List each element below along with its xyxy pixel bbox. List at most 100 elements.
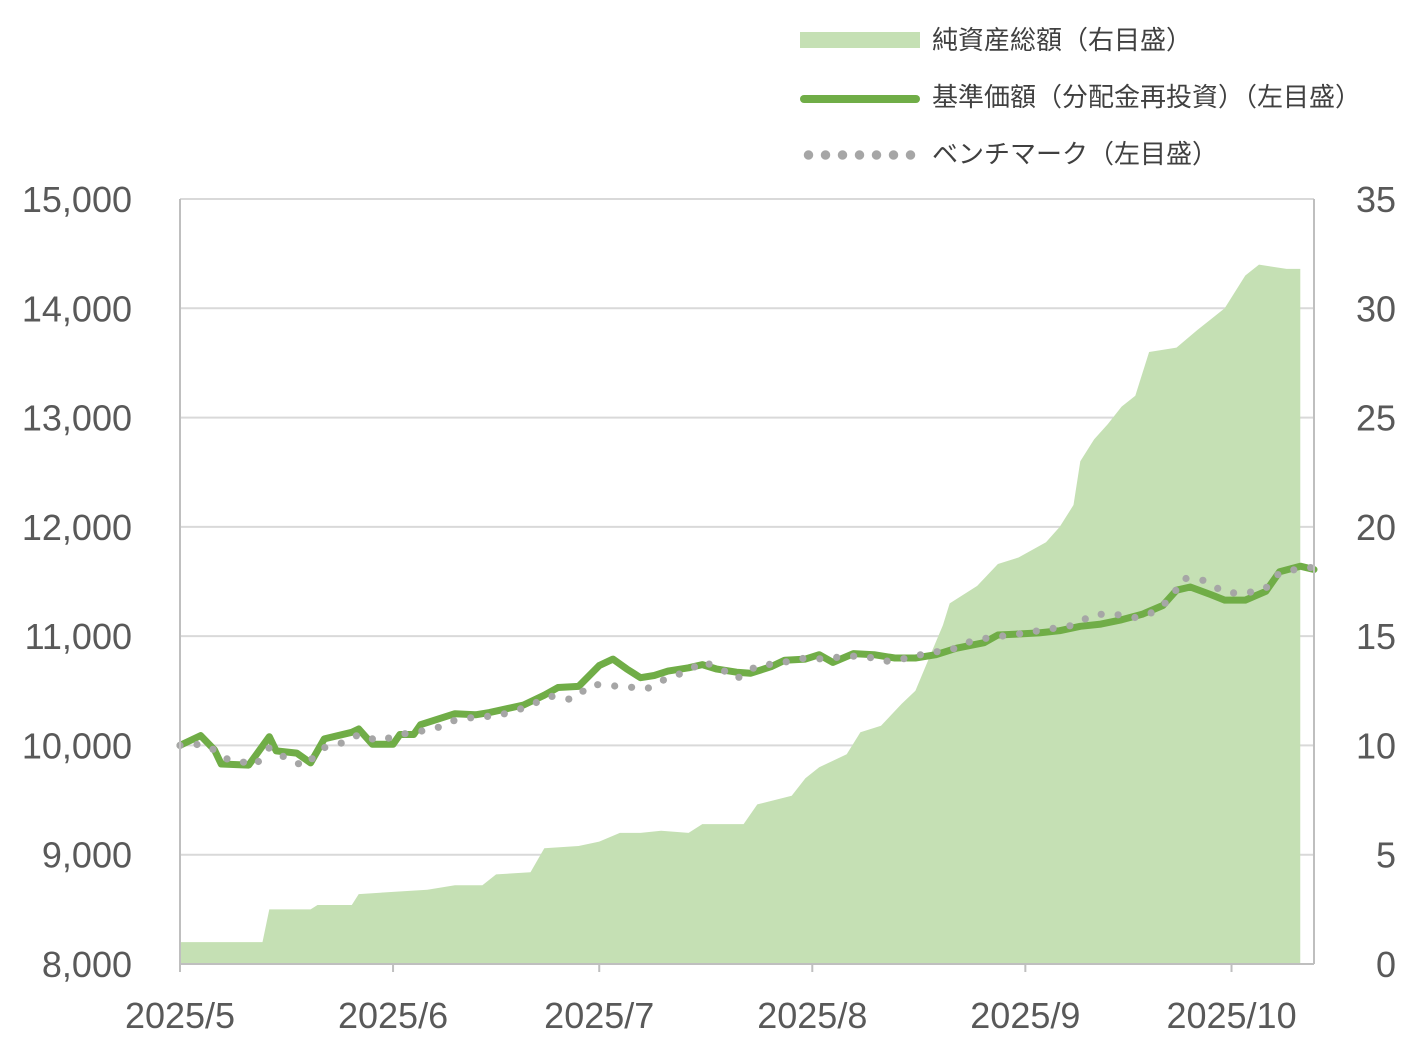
benchmark-dot (1263, 583, 1271, 591)
right-tick-label: 35 (1356, 179, 1396, 220)
benchmark-dot (749, 664, 757, 672)
x-tick-label: 2025/8 (757, 995, 867, 1036)
benchmark-dot (1290, 566, 1298, 574)
benchmark-dot (900, 655, 908, 663)
net-assets-swatch-icon (800, 31, 920, 48)
plot-frame (179, 199, 1315, 965)
benchmark-dot (850, 652, 858, 660)
right-tick-label: 15 (1356, 616, 1396, 657)
right-tick-label: 25 (1356, 398, 1396, 439)
benchmark-dot (1131, 613, 1139, 622)
right-tick-label: 0 (1376, 944, 1396, 985)
benchmark-dot (254, 757, 262, 766)
benchmark-dot (1016, 630, 1024, 638)
left-tick-label: 12,000 (22, 507, 132, 548)
legend-label-benchmark: ベンチマーク（左目盛） (932, 140, 1219, 170)
benchmark-dot (548, 692, 556, 701)
x-axis: 2025/5 2025/6 2025/7 2025/8 2025/9 2025/10 (125, 964, 1297, 1036)
benchmark-dot (1081, 615, 1089, 623)
net-assets-area (180, 264, 1301, 965)
benchmark-dot (721, 667, 729, 675)
benchmark-dot (765, 660, 774, 669)
benchmark-dot (735, 673, 743, 681)
x-tick-label: 2025/10 (1166, 995, 1296, 1036)
benchmark-dot (999, 632, 1007, 640)
benchmark-dot (594, 681, 602, 689)
benchmark-dot (1172, 586, 1180, 595)
benchmark-dot (434, 723, 442, 731)
benchmark-dot (1161, 599, 1169, 607)
x-tick-label: 2025/9 (970, 995, 1080, 1036)
benchmark-dot (611, 682, 619, 690)
benchmark-dot (337, 739, 345, 747)
benchmark-dot (209, 745, 217, 753)
net-assets-area-layer (180, 264, 1301, 965)
x-tick-label: 2025/7 (544, 995, 654, 1036)
benchmark-dot (933, 648, 941, 656)
benchmark-dot (866, 654, 875, 662)
benchmark-dot (1307, 564, 1315, 572)
benchmark-dot (579, 687, 587, 695)
benchmark-dot (1230, 589, 1238, 597)
benchmark-dot (1066, 622, 1074, 630)
benchmark-dots-swatch-icon (800, 150, 920, 160)
benchmark-dot (916, 651, 925, 659)
benchmark-dot (799, 654, 807, 663)
right-axis: 0 5 10 15 20 25 30 35 (1356, 179, 1396, 985)
benchmark-dot (690, 663, 699, 671)
benchmark-dot (1114, 611, 1122, 619)
x-tick-label: 2025/6 (338, 995, 448, 1036)
benchmark-dot (705, 660, 713, 668)
benchmark-dots-layer (176, 564, 1315, 768)
legend-item-net-assets: 純資産総額（右目盛） (800, 10, 1361, 67)
benchmark-dot (223, 755, 231, 763)
benchmark-dot (385, 734, 393, 742)
benchmark-dot (628, 683, 636, 691)
benchmark-dot (532, 698, 540, 707)
legend-item-benchmark: ベンチマーク（左目盛） (800, 124, 1361, 181)
benchmark-dot (517, 705, 525, 713)
benchmark-dot (294, 760, 303, 768)
benchmark-dot (321, 743, 329, 752)
benchmark-dot (1032, 627, 1040, 635)
benchmark-dot (239, 758, 248, 766)
benchmark-dot (950, 645, 958, 653)
left-tick-label: 10,000 (22, 725, 132, 766)
left-tick-label: 15,000 (22, 179, 132, 220)
benchmark-dot (308, 755, 316, 763)
legend-label-price: 基準価額（分配金再投資）（左目盛） (932, 83, 1362, 113)
benchmark-dot (500, 710, 508, 718)
benchmark-dot (1246, 588, 1255, 596)
left-tick-label: 14,000 (22, 288, 132, 329)
benchmark-dot (965, 638, 973, 646)
benchmark-dot (279, 752, 287, 761)
left-tick-label: 13,000 (22, 398, 132, 439)
benchmark-dot (1274, 571, 1282, 579)
benchmark-dot (484, 712, 492, 721)
benchmark-dot (782, 658, 790, 666)
left-tick-label: 11,000 (25, 616, 132, 657)
benchmark-dot (352, 732, 360, 740)
benchmark-dot (1182, 574, 1190, 583)
right-tick-label: 20 (1356, 507, 1396, 548)
benchmark-dot (644, 684, 653, 692)
benchmark-dot (1199, 576, 1207, 584)
benchmark-dot (401, 730, 409, 738)
benchmark-dot (1147, 609, 1155, 617)
left-tick-label: 9,000 (42, 835, 132, 876)
benchmark-dot (883, 657, 891, 665)
benchmark-dot (265, 744, 273, 752)
left-axis: 8,000 9,000 10,000 11,000 12,000 13,000 14,000… (22, 179, 132, 985)
benchmark-dot (1049, 624, 1057, 633)
benchmark-dot (659, 676, 668, 684)
benchmark-dot (1097, 610, 1105, 618)
benchmark-dot (816, 655, 824, 663)
legend-item-price: 基準価額（分配金再投資）（左目盛） (800, 67, 1361, 124)
benchmark-dot (193, 740, 201, 749)
benchmark-dot (565, 695, 573, 703)
left-tick-label: 8,000 (42, 944, 132, 985)
right-tick-label: 5 (1376, 835, 1396, 876)
benchmark-dot (833, 653, 841, 662)
legend: 純資産総額（右目盛） 基準価額（分配金再投資）（左目盛） ベンチマーク（左目盛） (800, 10, 1361, 181)
